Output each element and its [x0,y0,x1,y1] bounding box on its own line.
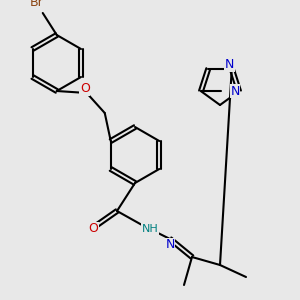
Text: N: N [230,85,240,98]
Text: O: O [88,223,98,236]
Text: O: O [80,82,90,95]
Text: N: N [165,238,175,251]
Text: NH: NH [142,224,158,234]
Text: N: N [225,58,234,71]
Text: Br: Br [30,0,43,10]
